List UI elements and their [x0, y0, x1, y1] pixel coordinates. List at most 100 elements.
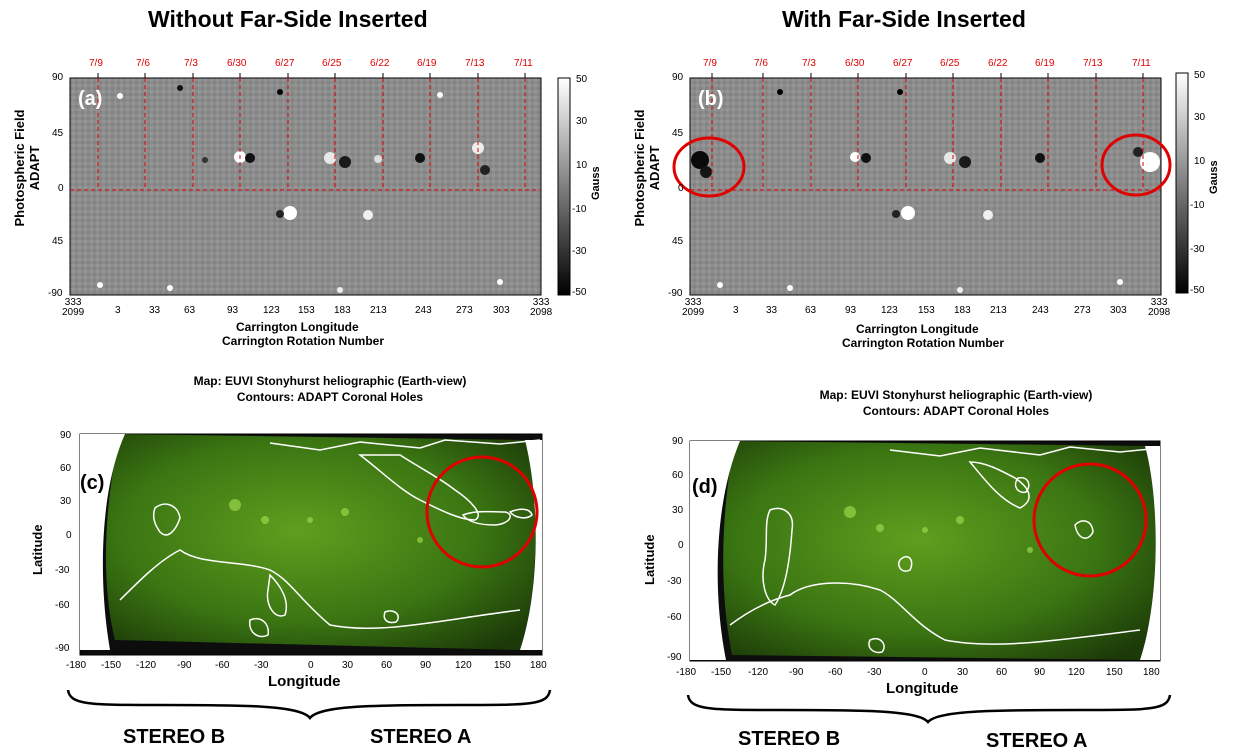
date-label: 6/22 [988, 58, 1008, 69]
lon-tick: 150 [494, 660, 511, 671]
x-tick: 153 [918, 305, 935, 316]
x-tick: 33 [766, 305, 778, 316]
date-label: 7/9 [89, 58, 103, 69]
lon-tick: -30 [867, 667, 882, 678]
date-label: 7/3 [802, 58, 816, 69]
x-tick: 93 [227, 305, 239, 316]
lon-tick: 30 [957, 667, 969, 678]
active-regions-b [691, 89, 1160, 293]
title-right: With Far-Side Inserted [782, 6, 1026, 32]
lat-tick: 0 [66, 530, 72, 541]
lat-tick: 30 [60, 496, 72, 507]
stereo-b-label-d: STEREO B [738, 728, 841, 750]
y-tick: 0 [58, 183, 64, 194]
map-title-c: Map: EUVI Stonyhurst heliographic (Earth… [193, 374, 467, 388]
x-tick: 273 [456, 305, 473, 316]
x-tick: 303 [1110, 305, 1127, 316]
lon-tick: -60 [828, 667, 843, 678]
lon-tick: 180 [530, 660, 547, 671]
lon-tick: 30 [342, 660, 354, 671]
cbar-tick: -50 [1190, 285, 1205, 296]
lat-tick: -60 [667, 612, 682, 623]
x-tick: 93 [845, 305, 857, 316]
x-tick-first: 333 2099 [682, 297, 705, 318]
lon-tick: -120 [748, 667, 769, 678]
cbar-tick: -10 [572, 204, 587, 215]
lon-tick: -150 [711, 667, 732, 678]
contour-title-d: Contours: ADAPT Coronal Holes [862, 404, 1050, 418]
panel-d-tag: (d) [692, 476, 718, 498]
lat-tick: 30 [672, 505, 684, 516]
y-tick: -90 [48, 288, 63, 299]
map-title-d: Map: EUVI Stonyhurst heliographic (Earth… [819, 388, 1093, 402]
panel-b-tag: (b) [698, 88, 724, 110]
x-tick: 3 [733, 305, 739, 316]
cbar-tick: 50 [576, 74, 588, 85]
xlabel-b: Carrington Longitude [856, 322, 979, 336]
cbar-tick: 30 [1194, 112, 1206, 123]
x-tick-last: 333 2098 [530, 297, 553, 318]
longitude-label-d: Longitude [886, 680, 959, 697]
x-tick: 303 [493, 305, 510, 316]
xlabel2-a: Carrington Rotation Number [222, 334, 384, 348]
lon-tick: -150 [101, 660, 122, 671]
y-tick: 45 [672, 236, 684, 247]
y-tick: 0 [678, 183, 684, 194]
y-tick: 45 [52, 128, 64, 139]
title-left: Without Far-Side Inserted [148, 6, 428, 32]
panel-a-tag: (a) [78, 88, 103, 110]
cbar-tick: -50 [572, 287, 587, 298]
lon-tick: 0 [922, 667, 928, 678]
cbar-tick: 50 [1194, 70, 1206, 81]
x-tick: 63 [184, 305, 196, 316]
cbar-tick: -30 [1190, 244, 1205, 255]
date-label: 7/11 [1132, 58, 1151, 69]
lat-tick: -90 [55, 643, 70, 654]
lon-tick: -90 [177, 660, 192, 671]
cbar-tick: 10 [576, 160, 588, 171]
x-tick: 183 [334, 305, 351, 316]
highlight-circle [1100, 133, 1172, 197]
x-tick: 123 [881, 305, 898, 316]
date-label: 7/6 [754, 58, 768, 69]
date-lines-a [70, 78, 541, 191]
date-label: 6/22 [370, 58, 390, 69]
highlight-circle [1032, 462, 1148, 578]
longitude-label-c: Longitude [268, 673, 341, 690]
date-label: 7/6 [136, 58, 150, 69]
lat-tick: 90 [672, 436, 684, 447]
lon-tick: 60 [996, 667, 1008, 678]
lat-tick: 60 [60, 463, 72, 474]
magnetogram-a [69, 77, 542, 296]
active-regions-a [97, 85, 503, 293]
stereo-a-label-d: STEREO A [986, 730, 1088, 752]
lon-tick: 0 [308, 660, 314, 671]
x-tick: 243 [1032, 305, 1049, 316]
lat-tick: -60 [55, 600, 70, 611]
x-tick: 63 [805, 305, 817, 316]
date-label: 6/19 [1035, 58, 1055, 69]
x-tick: 123 [263, 305, 280, 316]
y-tick: 90 [52, 72, 64, 83]
cbar-tick: -10 [1190, 200, 1205, 211]
cbar-tick: 30 [576, 116, 588, 127]
lon-tick: 120 [455, 660, 472, 671]
x-tick: 183 [954, 305, 971, 316]
y-tick: -90 [668, 288, 683, 299]
coronal-hole-contours-d [729, 446, 1161, 654]
lon-tick: 90 [420, 660, 432, 671]
xlabel-a: Carrington Longitude [236, 320, 359, 334]
lon-tick: -90 [789, 667, 804, 678]
lat-tick: -30 [667, 576, 682, 587]
colorbar-a [557, 77, 571, 296]
contour-title-c: Contours: ADAPT Coronal Holes [236, 390, 424, 404]
date-label: 6/30 [845, 58, 865, 69]
cbar-tick: -30 [572, 246, 587, 257]
date-label: 7/13 [1083, 58, 1103, 69]
lon-tick: 60 [381, 660, 393, 671]
magnetogram-b [689, 77, 1162, 296]
